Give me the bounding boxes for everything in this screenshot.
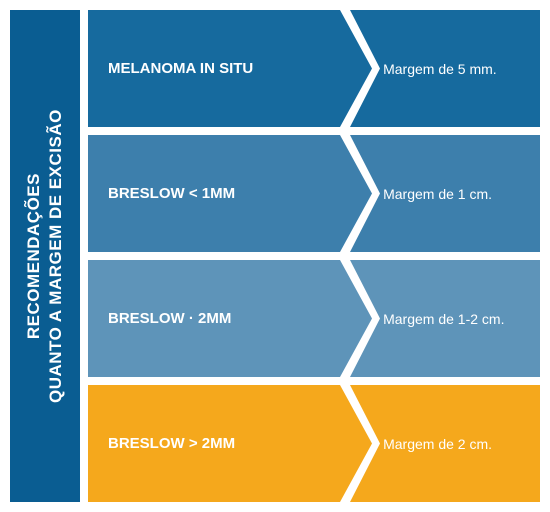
- row-value: Margem de 5 mm.: [341, 10, 540, 127]
- row-label: BRESLOW · 2MM: [88, 260, 341, 377]
- row-value: Margem de 1-2 cm.: [341, 260, 540, 377]
- chevron-right-icon: [340, 385, 380, 502]
- chevron-right-icon: [340, 10, 380, 127]
- row-1: BRESLOW < 1MMMargem de 1 cm.: [88, 135, 540, 252]
- row-value: Margem de 1 cm.: [341, 135, 540, 252]
- row-2: BRESLOW · 2MMMargem de 1-2 cm.: [88, 260, 540, 377]
- row-label: MELANOMA IN SITU: [88, 10, 341, 127]
- rows-area: MELANOMA IN SITUMargem de 5 mm.BRESLOW <…: [80, 10, 540, 502]
- row-value: Margem de 2 cm.: [341, 385, 540, 502]
- row-3: BRESLOW > 2MMMargem de 2 cm.: [88, 385, 540, 502]
- sidebar: RECOMENDAÇÕES QUANTO A MARGEM DE EXCISÃO: [10, 10, 80, 502]
- sidebar-line1: RECOMENDAÇÕES: [23, 109, 45, 403]
- row-label: BRESLOW < 1MM: [88, 135, 341, 252]
- sidebar-title: RECOMENDAÇÕES QUANTO A MARGEM DE EXCISÃO: [23, 109, 67, 403]
- chevron-right-icon: [340, 135, 380, 252]
- sidebar-line2: QUANTO A MARGEM DE EXCISÃO: [45, 109, 67, 403]
- chevron-right-icon: [340, 260, 380, 377]
- diagram-container: RECOMENDAÇÕES QUANTO A MARGEM DE EXCISÃO…: [0, 0, 550, 512]
- row-0: MELANOMA IN SITUMargem de 5 mm.: [88, 10, 540, 127]
- row-label: BRESLOW > 2MM: [88, 385, 341, 502]
